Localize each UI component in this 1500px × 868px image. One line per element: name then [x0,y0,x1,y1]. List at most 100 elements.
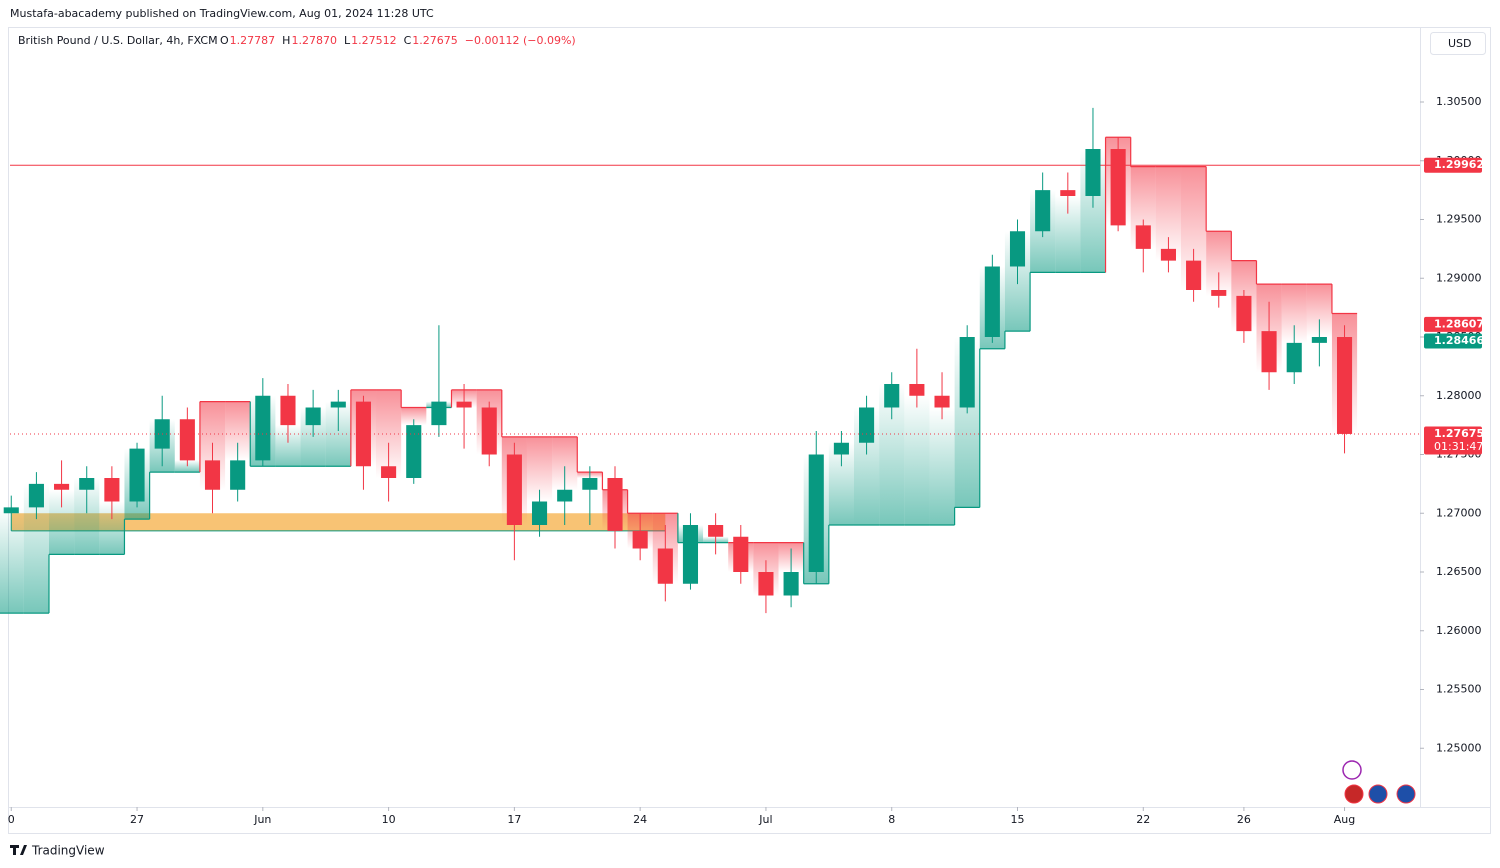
candle-body [1009,231,1026,267]
price-label-box [1424,316,1482,332]
candle-body [456,401,472,408]
candle-body [1060,190,1076,196]
candle-body [708,525,724,537]
stop-band [401,407,427,426]
candle-body [1035,190,1051,232]
candle-body [657,548,673,584]
candle-body [783,572,799,596]
candle-body [557,489,573,502]
candle-body [1336,337,1353,434]
stop-band [929,407,955,525]
symbol: British Pound / U.S. Dollar, 4h, FXCM [18,34,218,47]
price-label: 1.29962 [1434,158,1484,171]
y-tick-label: 1.25000 [1436,741,1482,754]
candle-body [1186,260,1202,290]
ohlc-key: H [282,34,290,47]
currency-button[interactable] [1430,32,1486,55]
chart-frame [8,27,1491,834]
candle-body [431,401,447,426]
x-tick-label: 26 [1237,813,1251,826]
x-tick-label: 22 [1136,813,1150,826]
candle-body [859,407,875,443]
stop-band [0,507,24,614]
ohlc-value: 1.27512 [351,34,397,47]
candle-body [406,425,422,478]
candle-body [28,483,44,508]
candle-body [204,460,221,490]
candle-body [381,466,397,478]
y-tick-label: 1.26000 [1436,624,1482,637]
x-tick-label: 27 [130,813,144,826]
candle-body [758,572,774,596]
ohlc-value: 1.27870 [291,34,337,47]
candle-body [1160,248,1176,261]
candle-body [632,530,648,549]
candle-body [531,501,548,525]
candle-body [1211,290,1227,296]
x-tick-label: 15 [1011,813,1025,826]
event-icon[interactable] [1342,760,1362,780]
candle-body [1286,342,1302,373]
ohlc-value: 1.27787 [230,34,276,47]
candle-body [909,384,925,396]
candle-body [733,536,749,572]
y-tick-label: 1.25500 [1436,683,1482,696]
candle-body [230,460,246,490]
ohlc-key: L [344,34,351,47]
price-label: 1.28466 [1434,334,1484,347]
candle-body [1261,331,1277,373]
candle-body [79,478,95,490]
x-tick-label: 10 [382,813,396,826]
publisher-line: Mustafa-abacademy published on TradingVi… [10,7,434,20]
x-tick-label: 0 [8,813,15,826]
event-icons [1342,760,1416,804]
x-tick-label: Jul [758,813,772,826]
countdown: 01:31:47 [1434,440,1483,453]
price-label: 1.28607 [1434,317,1484,330]
price-label-box [1424,333,1482,349]
logo-icon [10,845,27,855]
event-icon[interactable] [1396,784,1416,804]
x-tick-label: 17 [507,813,521,826]
candle-body [305,407,321,426]
x-tick-label: Jun [253,813,271,826]
candle-body [959,337,975,408]
plot-area: 1.250001.255001.260001.265001.270001.275… [0,95,1484,826]
candle-body [884,384,900,408]
x-tick-label: 8 [888,813,895,826]
candle-body [808,454,824,572]
candle-body [355,401,371,467]
y-tick-label: 1.29000 [1436,271,1482,284]
y-tick-label: 1.27000 [1436,506,1482,519]
candle-body [1311,337,1327,343]
candle-body [179,419,195,461]
y-tick-label: 1.26500 [1436,565,1482,578]
ohlc-value: 1.27675 [412,34,458,47]
event-icon[interactable] [1344,784,1364,804]
candle-body [255,395,271,461]
price-label-box [1424,157,1482,173]
candle-body [1085,149,1101,196]
y-tick-label: 1.28000 [1436,389,1482,402]
candle-body [833,442,849,455]
candle-body [607,478,623,531]
candle-body [330,401,346,408]
change: −0.00112 (−0.09%) [465,34,576,47]
candle-body [481,407,497,455]
event-icon[interactable] [1368,784,1388,804]
candle-body [129,448,145,502]
price-label-box [1424,426,1482,455]
brand: TradingView [31,844,105,858]
x-tick-label: Aug [1334,813,1355,826]
candle-body [582,478,598,490]
stop-band [904,395,930,525]
candle-body [104,478,120,502]
candle-body [506,454,522,525]
candle-body [280,395,296,426]
currency[interactable]: USD [1448,37,1472,50]
ohlc-key: O [220,34,229,47]
price-label: 1.27675 [1434,427,1484,440]
x-tick-label: 24 [633,813,647,826]
